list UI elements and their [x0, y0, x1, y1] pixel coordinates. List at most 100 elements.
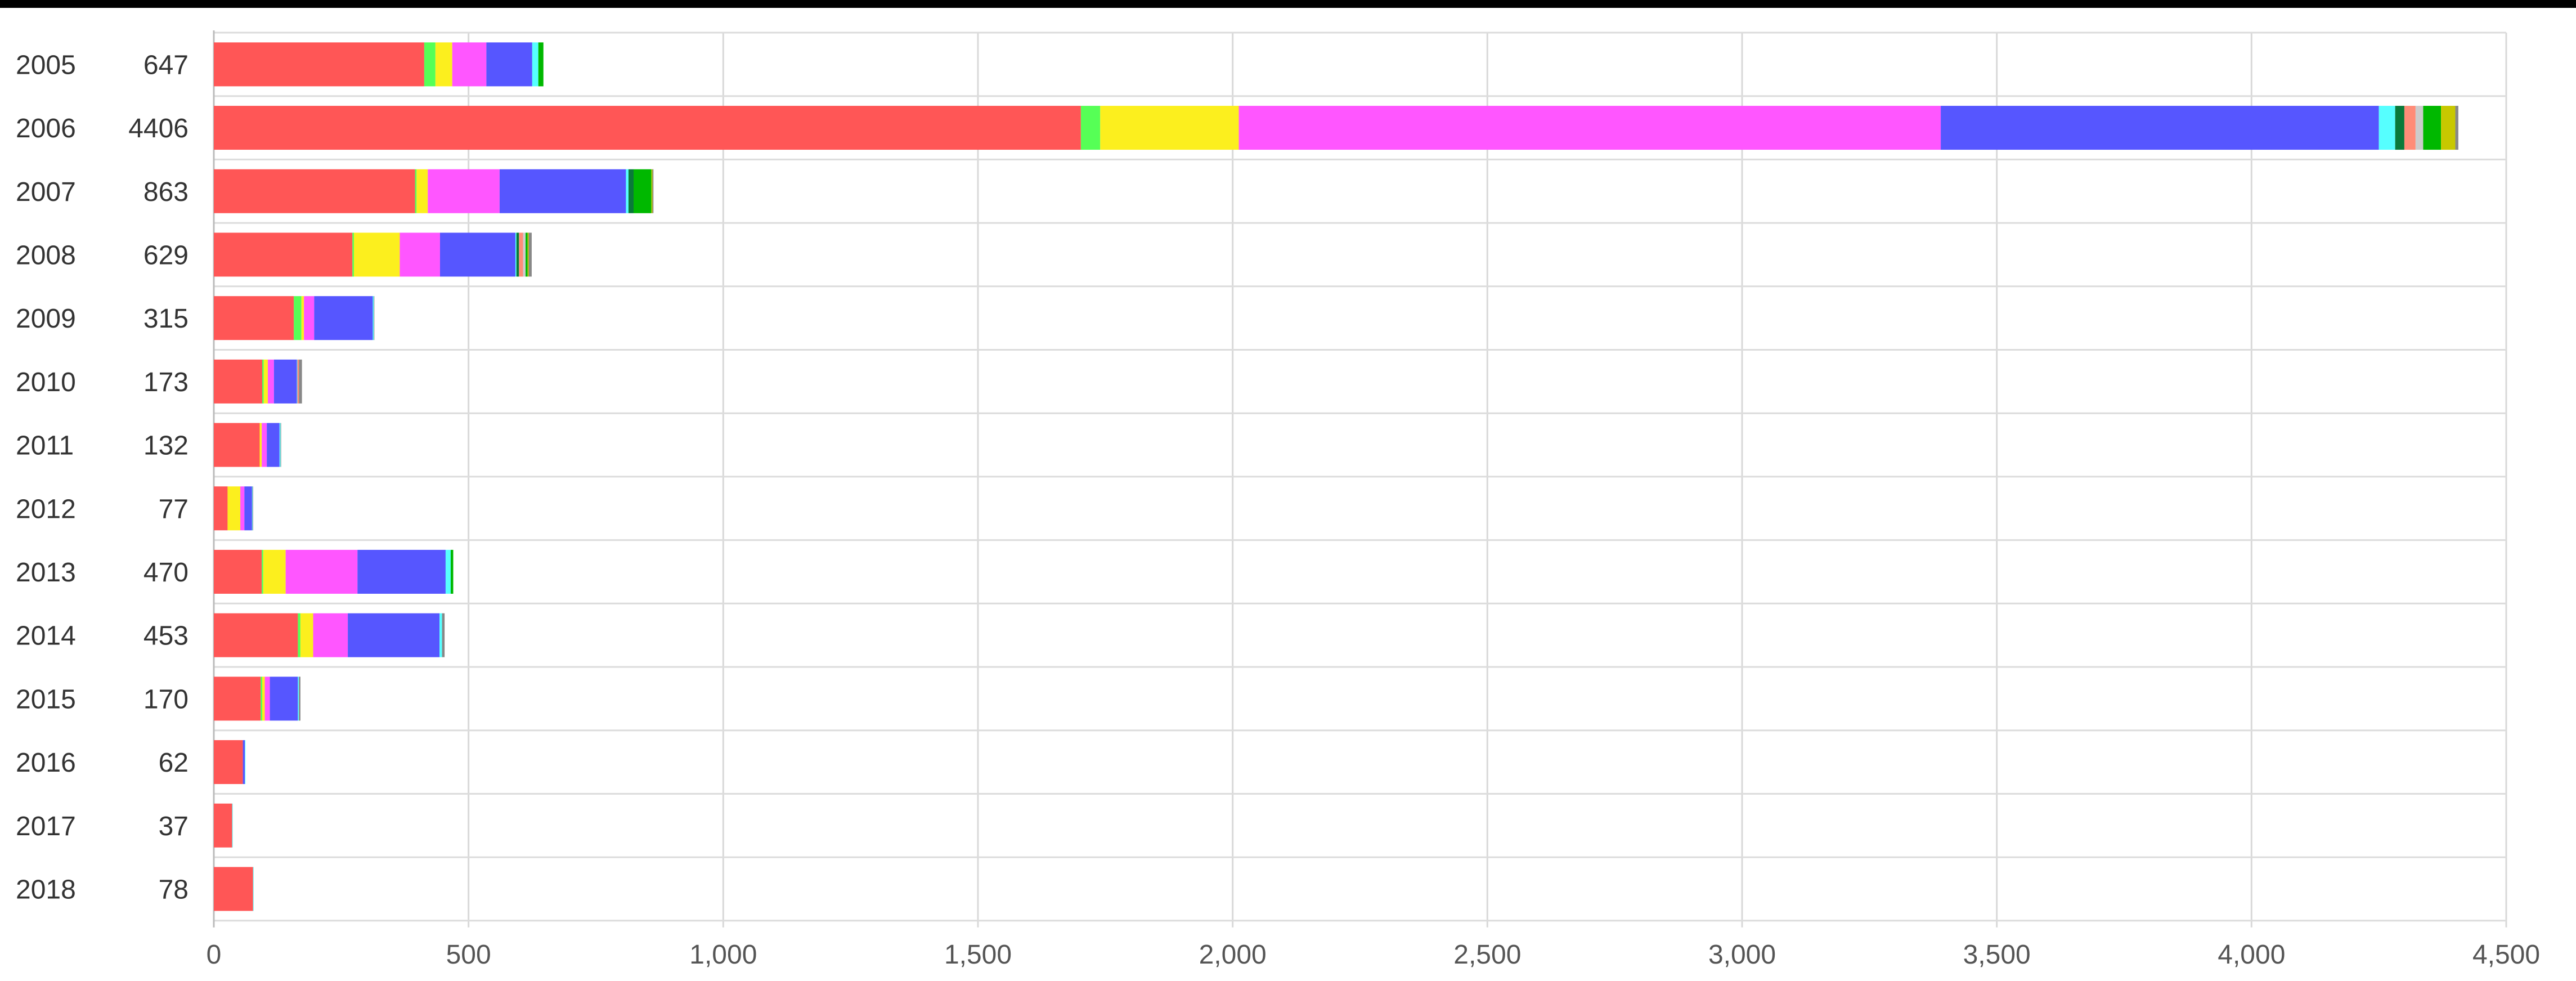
- bar-2005-series-9[interactable]: [538, 42, 544, 87]
- bar-2012-series-4[interactable]: [244, 486, 252, 531]
- bar-2015-series-5[interactable]: [298, 677, 299, 721]
- bar-2006-series-0[interactable]: [214, 106, 1081, 150]
- bar-2015-series-2[interactable]: [262, 677, 265, 721]
- bar-2018-series-5[interactable]: [253, 867, 254, 911]
- bar-2015-series-1[interactable]: [261, 677, 263, 721]
- y-label-year: 2015: [16, 684, 76, 714]
- bar-2014-series-0[interactable]: [214, 613, 298, 657]
- bar-2013-series-5[interactable]: [445, 549, 451, 594]
- bar-2008-series-10[interactable]: [527, 232, 529, 277]
- bar-2014-series-11[interactable]: [442, 613, 445, 657]
- bar-2005-series-5[interactable]: [532, 42, 538, 87]
- bar-2005-series-1[interactable]: [424, 42, 436, 87]
- bar-2014-series-1[interactable]: [298, 613, 300, 657]
- bar-2006-series-8[interactable]: [2415, 106, 2424, 150]
- bar-2009-series-2[interactable]: [301, 296, 304, 341]
- bar-2011-series-4[interactable]: [267, 423, 280, 467]
- bar-2007-series-10[interactable]: [651, 169, 653, 213]
- bar-2011-series-3[interactable]: [262, 423, 267, 467]
- bar-2013-series-1[interactable]: [262, 549, 263, 594]
- bar-2006-series-1[interactable]: [1080, 106, 1101, 150]
- bar-2006-series-3[interactable]: [1238, 106, 1941, 150]
- bar-2013-series-2[interactable]: [263, 549, 286, 594]
- bar-2006-series-10[interactable]: [2441, 106, 2456, 150]
- bar-2010-series-5[interactable]: [297, 359, 298, 404]
- bar-2017-series-5[interactable]: [232, 803, 233, 848]
- bar-2015-series-3[interactable]: [264, 677, 270, 721]
- bar-2008-series-8[interactable]: [523, 232, 526, 277]
- bar-2007-series-6[interactable]: [628, 169, 634, 213]
- bar-2012-series-5[interactable]: [252, 486, 253, 531]
- bar-2013-series-4[interactable]: [357, 549, 446, 594]
- bar-2012-series-3[interactable]: [240, 486, 245, 531]
- bar-2008-series-6[interactable]: [516, 232, 519, 277]
- bar-2010-series-3[interactable]: [267, 359, 274, 404]
- bar-2015-series-11[interactable]: [299, 677, 300, 721]
- bar-2005-series-2[interactable]: [435, 42, 452, 87]
- bar-2010-series-2[interactable]: [263, 359, 268, 404]
- y-label-year: 2012: [16, 494, 76, 524]
- bar-2011-series-2[interactable]: [259, 423, 262, 467]
- bar-2007-series-4[interactable]: [499, 169, 626, 213]
- bar-2008-series-7[interactable]: [519, 232, 523, 277]
- bar-2005-series-0[interactable]: [214, 42, 424, 87]
- bar-2008-series-2[interactable]: [353, 232, 400, 277]
- bar-2006-series-9[interactable]: [2423, 106, 2442, 150]
- bar-2007-series-3[interactable]: [428, 169, 500, 213]
- bar-2010-series-4[interactable]: [273, 359, 297, 404]
- bar-2008-series-9[interactable]: [526, 232, 528, 277]
- bar-2013-series-3[interactable]: [285, 549, 358, 594]
- bar-2011-series-0[interactable]: [214, 423, 260, 467]
- bar-2006-series-5[interactable]: [2378, 106, 2395, 150]
- bar-2009-series-3[interactable]: [304, 296, 315, 341]
- bar-2015-series-4[interactable]: [270, 677, 298, 721]
- bar-2009-series-4[interactable]: [314, 296, 373, 341]
- x-tick-label: 4,500: [2472, 940, 2540, 970]
- bar-2006-series-2[interactable]: [1100, 106, 1239, 150]
- y-label-year: 2013: [16, 558, 76, 588]
- bar-2018-series-0[interactable]: [214, 867, 253, 911]
- bar-2010-series-7[interactable]: [297, 359, 299, 404]
- bar-2005-series-3[interactable]: [452, 42, 487, 87]
- bar-2006-series-11[interactable]: [2455, 106, 2458, 150]
- bar-2016-series-0[interactable]: [214, 740, 243, 785]
- bar-2007-series-0[interactable]: [214, 169, 415, 213]
- bar-2006-series-6[interactable]: [2395, 106, 2404, 150]
- bar-2010-series-11[interactable]: [299, 359, 302, 404]
- bar-2014-series-3[interactable]: [313, 613, 348, 657]
- bar-2013-series-9[interactable]: [450, 549, 454, 594]
- bar-2008-series-0[interactable]: [214, 232, 353, 277]
- bar-2009-series-0[interactable]: [214, 296, 294, 341]
- bar-2015-series-0[interactable]: [214, 677, 261, 721]
- bar-2009-series-5[interactable]: [373, 296, 374, 341]
- bar-2009-series-1[interactable]: [294, 296, 302, 341]
- bar-2012-series-0[interactable]: [214, 486, 228, 531]
- bar-2007-series-11[interactable]: [652, 169, 654, 213]
- bar-2008-series-11[interactable]: [528, 232, 532, 277]
- bar-2017-series-0[interactable]: [214, 803, 232, 848]
- bar-2012-series-2[interactable]: [227, 486, 241, 531]
- bar-2008-series-5[interactable]: [515, 232, 517, 277]
- bar-2014-series-4[interactable]: [348, 613, 440, 657]
- bar-2006-series-7[interactable]: [2404, 106, 2416, 150]
- bar-2013-series-0[interactable]: [214, 549, 262, 594]
- bar-2005-series-4[interactable]: [486, 42, 532, 87]
- x-tick-label: 1,000: [689, 940, 757, 970]
- bar-2014-series-5[interactable]: [439, 613, 442, 657]
- bar-2007-series-1[interactable]: [415, 169, 417, 213]
- bar-2014-series-2[interactable]: [300, 613, 313, 657]
- y-label-total: 315: [143, 304, 189, 334]
- bar-2010-series-0[interactable]: [214, 359, 263, 404]
- bar-2008-series-4[interactable]: [439, 232, 515, 277]
- bar-2016-series-4[interactable]: [243, 740, 245, 785]
- bar-2006-series-4[interactable]: [1941, 106, 2379, 150]
- bar-2007-series-9[interactable]: [633, 169, 652, 213]
- bar-2008-series-1[interactable]: [352, 232, 354, 277]
- bar-2008-series-3[interactable]: [400, 232, 440, 277]
- bar-2010-series-1[interactable]: [262, 359, 264, 404]
- bar-2007-series-2[interactable]: [416, 169, 428, 213]
- bar-2007-series-5[interactable]: [626, 169, 629, 213]
- y-label-year: 2018: [16, 875, 76, 904]
- bar-2011-series-5[interactable]: [279, 423, 281, 467]
